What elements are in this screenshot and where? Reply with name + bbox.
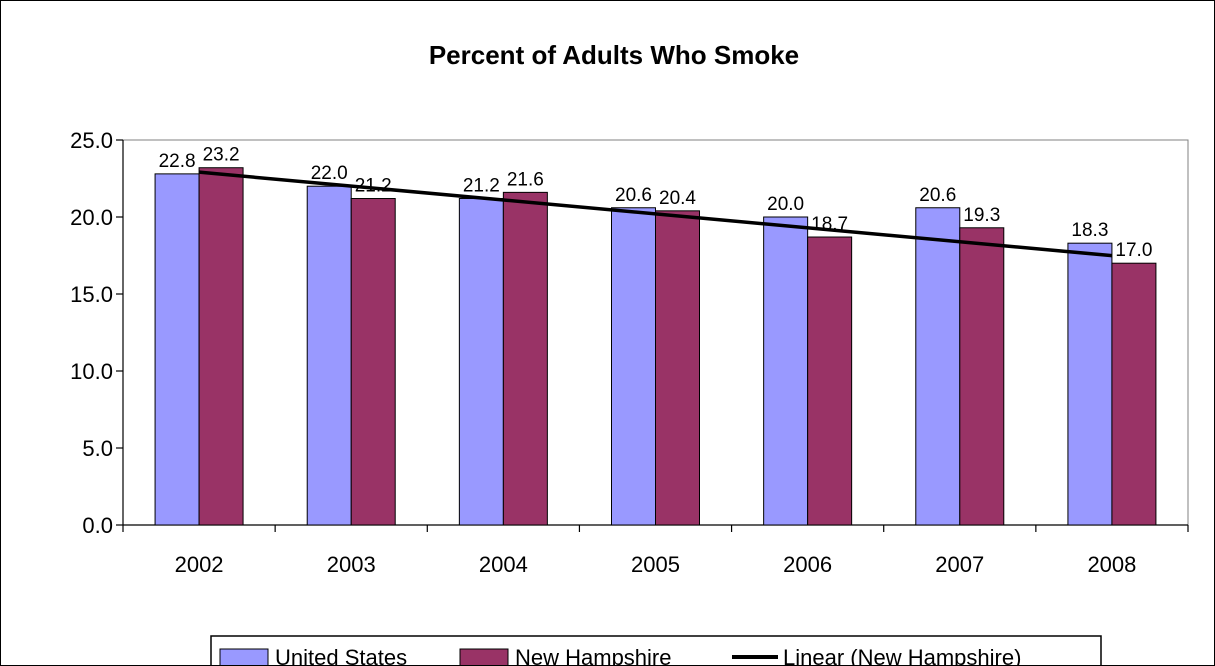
data-label: 18.7 bbox=[811, 214, 848, 235]
y-tick-label: 15.0 bbox=[70, 282, 113, 307]
y-tick-label: 20.0 bbox=[70, 205, 113, 230]
x-tick-label: 2003 bbox=[327, 552, 376, 577]
data-label: 20.6 bbox=[919, 185, 956, 206]
bar bbox=[611, 207, 656, 526]
data-label: 21.6 bbox=[507, 169, 544, 190]
y-tick-label: 10.0 bbox=[70, 359, 113, 384]
bar bbox=[350, 198, 396, 526]
x-tick-label: 2005 bbox=[631, 552, 680, 577]
data-label: 21.2 bbox=[463, 176, 500, 197]
bars bbox=[154, 167, 1157, 526]
data-labels: 22.8 22.0 21.2 20.6 20.0 20.6 18.3 23.2 21.2 21.6… bbox=[159, 145, 1153, 261]
legend-label-trendline: Linear (New Hampshire) bbox=[783, 645, 1021, 665]
x-tick-label: 2002 bbox=[175, 552, 224, 577]
x-tick-label: 2004 bbox=[479, 552, 528, 577]
bar bbox=[1067, 242, 1113, 526]
trendline-layer bbox=[198, 170, 1113, 258]
legend-label-new-hampshire: New Hampshire bbox=[515, 645, 672, 665]
bar bbox=[198, 167, 244, 526]
bar bbox=[1111, 262, 1157, 526]
legend: United States New Hampshire Linear (New … bbox=[210, 635, 1102, 665]
data-label: 21.2 bbox=[355, 176, 392, 197]
data-label: 20.4 bbox=[659, 188, 696, 209]
data-label: 22.0 bbox=[311, 163, 348, 184]
bar bbox=[154, 173, 200, 526]
bar bbox=[502, 191, 548, 526]
data-label: 23.2 bbox=[203, 145, 240, 166]
x-tick-label: 2008 bbox=[1087, 552, 1136, 577]
legend-swatch-united-states bbox=[219, 648, 269, 665]
y-axis: 0.0 5.0 10.0 15.0 20.0 25.0 bbox=[70, 128, 124, 538]
legend-swatch-new-hampshire bbox=[459, 648, 509, 665]
bar bbox=[959, 227, 1005, 526]
bar bbox=[763, 216, 809, 526]
x-tick-label: 2006 bbox=[783, 552, 832, 577]
chart-title: Percent of Adults Who Smoke bbox=[429, 40, 799, 70]
data-label: 20.0 bbox=[767, 194, 804, 215]
data-label: 22.8 bbox=[159, 151, 196, 172]
bar bbox=[915, 207, 961, 526]
data-label: 17.0 bbox=[1115, 240, 1152, 261]
y-tick-label: 25.0 bbox=[70, 128, 113, 153]
data-label: 19.3 bbox=[963, 205, 1000, 226]
data-label: 18.3 bbox=[1071, 220, 1108, 241]
bar bbox=[458, 198, 504, 526]
y-tick-label: 5.0 bbox=[82, 436, 113, 461]
legend-box bbox=[210, 635, 1102, 665]
legend-label-united-states: United States bbox=[275, 645, 407, 665]
bar bbox=[807, 236, 853, 526]
data-label: 20.6 bbox=[615, 185, 652, 206]
y-tick-label: 0.0 bbox=[82, 513, 113, 538]
trendline bbox=[198, 170, 1113, 258]
bar bbox=[655, 210, 700, 526]
bar bbox=[306, 185, 352, 526]
x-tick-label: 2007 bbox=[935, 552, 984, 577]
x-axis: 2002 2003 2004 2005 2006 2007 2008 bbox=[122, 524, 1189, 577]
